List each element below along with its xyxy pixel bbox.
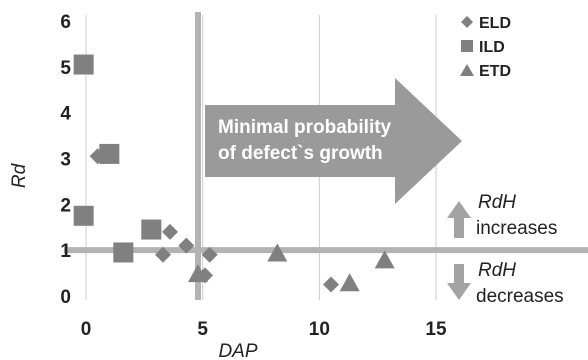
- point-ild-3: [113, 242, 134, 263]
- rdh-decrease-indicator: RdH decreases: [447, 260, 564, 307]
- x-tick-10: 10: [309, 319, 330, 340]
- point-eld-7: [323, 276, 339, 293]
- point-ild-1: [99, 143, 120, 164]
- up-arrow-icon: [447, 201, 471, 238]
- x-axis-ticks: 0 5 10 15: [81, 319, 447, 340]
- legend-marker-etd: [460, 64, 474, 76]
- y-axis-ticks: 0 1 2 3 4 5 6: [60, 12, 71, 308]
- rdh-increase-title: RdH: [478, 192, 516, 213]
- y-tick-3: 3: [60, 150, 71, 171]
- y-axis-title: Rd: [9, 162, 30, 188]
- rdh-increase-text: increases: [476, 218, 557, 239]
- legend: ELD ILD ETD: [460, 15, 511, 80]
- rdh-increase-indicator: RdH increases: [447, 192, 557, 239]
- x-tick-15: 15: [425, 319, 447, 340]
- point-etd-1: [267, 243, 288, 262]
- growth-arrow-shape: [205, 78, 462, 204]
- point-ild-0: [73, 54, 94, 75]
- point-ild-2: [73, 205, 94, 226]
- y-tick-5: 5: [60, 58, 71, 79]
- x-axis-title: DAP: [218, 341, 257, 360]
- point-eld-4: [178, 237, 195, 254]
- legend-label-etd: ETD: [479, 63, 511, 80]
- point-eld-3: [162, 223, 178, 240]
- down-arrow-icon: [447, 264, 471, 300]
- y-tick-0: 0: [60, 287, 71, 308]
- arrow-text-line-1: Minimal probability: [218, 117, 392, 138]
- point-etd-0: [188, 264, 208, 283]
- growth-arrow: Minimal probability of defect`s growth: [205, 78, 462, 204]
- point-ild-4: [141, 219, 162, 240]
- rdh-decrease-title: RdH: [478, 260, 516, 281]
- legend-marker-eld: [461, 16, 473, 28]
- rdh-decrease-text: decreases: [476, 286, 564, 307]
- legend-label-eld: ELD: [479, 15, 511, 32]
- x-tick-5: 5: [197, 319, 208, 340]
- arrow-text-line-2: of defect`s growth: [218, 143, 383, 164]
- data-points: [73, 54, 395, 293]
- point-etd-3: [374, 250, 395, 269]
- legend-marker-ild: [461, 40, 473, 52]
- x-tick-0: 0: [81, 319, 92, 340]
- legend-label-ild: ILD: [479, 39, 505, 56]
- y-tick-6: 6: [60, 12, 71, 33]
- y-tick-1: 1: [60, 241, 71, 262]
- point-eld-2: [155, 246, 171, 263]
- y-tick-2: 2: [60, 195, 71, 216]
- y-tick-4: 4: [60, 104, 71, 125]
- point-eld-6: [201, 246, 218, 263]
- point-etd-2: [339, 273, 360, 292]
